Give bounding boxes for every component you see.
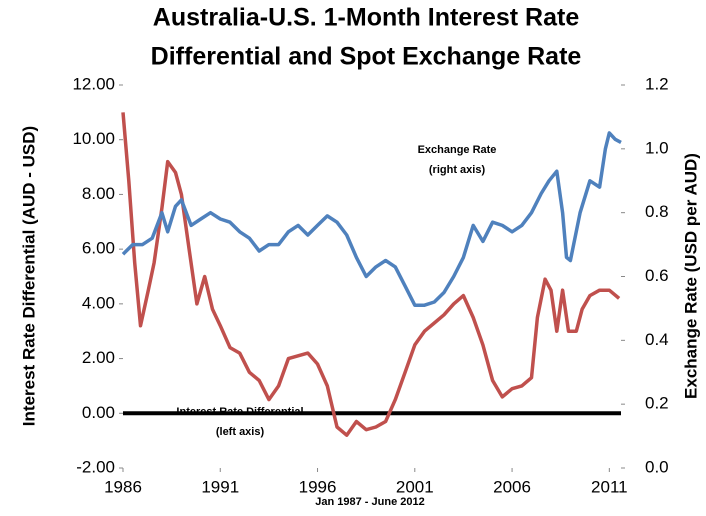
y-tick-label: 6.00 (82, 239, 115, 258)
y2-tick-label: 0.4 (645, 330, 669, 349)
y2-tick-label: 0.8 (645, 202, 669, 221)
y-tick-label: 10.00 (72, 129, 115, 148)
x-tick-label: 1986 (104, 477, 142, 496)
y2-axis-label: Exchange Rate (USD per AUD) (681, 153, 700, 399)
x-axis-label: Jan 1987 - June 2012 (315, 496, 424, 508)
x-tick-label: 2011 (591, 477, 628, 496)
y2-tick-label: 0.2 (645, 394, 669, 413)
x-tick-label: 1996 (299, 477, 337, 496)
x-tick-label: 2006 (493, 477, 531, 496)
annotation: Exchange Rate (418, 144, 497, 156)
y-tick-label: 2.00 (82, 348, 115, 367)
annotation: (left axis) (216, 426, 265, 438)
annotation: (right axis) (429, 164, 486, 176)
y-tick-label: 8.00 (82, 184, 115, 203)
y-tick-label: -2.00 (76, 457, 115, 476)
y-tick-label: 0.00 (82, 403, 115, 422)
y-tick-label: 4.00 (82, 293, 115, 312)
y2-tick-label: 0.0 (645, 457, 669, 476)
series-line (121, 112, 621, 437)
y-axis-label: Interest Rate Differential (AUD - USD) (19, 126, 38, 426)
y2-tick-label: 1.2 (645, 74, 669, 93)
chart-title: Differential and Spot Exchange Rate (151, 43, 582, 71)
x-tick-label: 2001 (396, 477, 434, 496)
y2-tick-label: 1.0 (645, 138, 669, 157)
y-tick-label: 12.00 (72, 74, 115, 93)
y2-tick-label: 0.6 (645, 266, 669, 285)
chart-title: Australia-U.S. 1-Month Interest Rate (153, 4, 580, 32)
x-tick-label: 1991 (201, 477, 239, 496)
annotation: Interest Rate Differential (176, 406, 303, 418)
series-line (121, 131, 622, 307)
